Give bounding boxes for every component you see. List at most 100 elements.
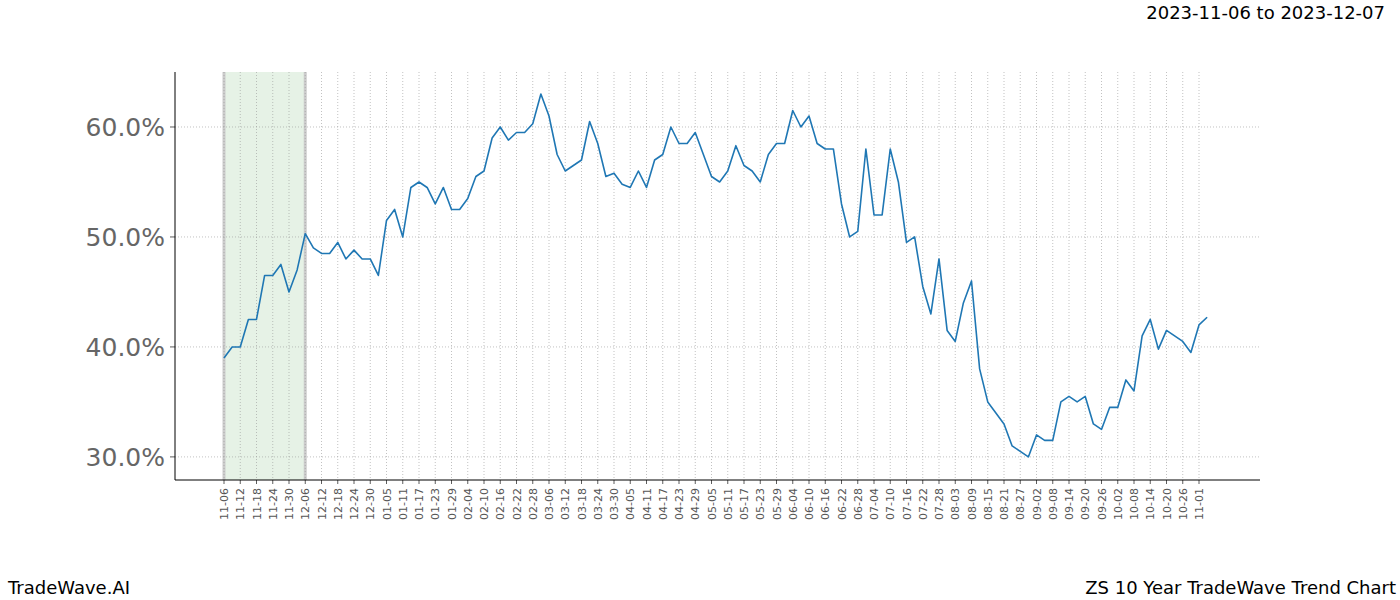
x-tick-label: 05-23 — [754, 488, 767, 520]
x-grid — [1150, 72, 1151, 480]
x-tick-label: 03-18 — [576, 488, 589, 520]
x-grid — [467, 72, 468, 480]
x-tick-label: 06-04 — [787, 488, 800, 520]
x-grid — [500, 72, 501, 480]
x-grid — [1004, 72, 1005, 480]
x-tick — [727, 480, 728, 484]
x-tick-label: 07-04 — [868, 488, 881, 520]
x-tick — [224, 480, 225, 484]
x-tick-label: 11-12 — [234, 488, 247, 520]
x-tick — [776, 480, 777, 484]
x-tick — [435, 480, 436, 484]
x-grid — [370, 72, 371, 480]
x-tick-label: 09-02 — [1031, 488, 1044, 520]
x-tick-label: 04-17 — [657, 488, 670, 520]
x-grid — [955, 72, 956, 480]
x-tick — [906, 480, 907, 484]
x-tick-label: 01-23 — [429, 488, 442, 520]
x-grid — [1085, 72, 1086, 480]
x-grid — [825, 72, 826, 480]
chart: 11-0611-1211-1811-2411-3012-0612-1212-18… — [0, 0, 1400, 600]
x-grid — [305, 72, 306, 480]
y-axis — [175, 72, 176, 480]
x-grid — [679, 72, 680, 480]
x-grid — [906, 72, 907, 480]
trend-line — [224, 94, 1207, 457]
x-tick-label: 08-21 — [998, 488, 1011, 520]
x-tick — [386, 480, 387, 484]
x-grid — [809, 72, 810, 480]
x-tick — [1052, 480, 1053, 484]
x-tick — [1117, 480, 1118, 484]
x-grid — [646, 72, 647, 480]
plot-area — [224, 94, 1207, 457]
x-tick-label: 08-27 — [1014, 488, 1027, 520]
x-tick — [1166, 480, 1167, 484]
x-tick-label: 09-14 — [1063, 488, 1076, 520]
x-tick-label: 08-03 — [949, 488, 962, 520]
x-grid — [1117, 72, 1118, 480]
x-tick — [597, 480, 598, 484]
x-tick — [240, 480, 241, 484]
x-grid — [1182, 72, 1183, 480]
x-grid — [841, 72, 842, 480]
caption: TradeWave.AI — [7, 577, 130, 598]
x-grid — [337, 72, 338, 480]
x-grid — [1101, 72, 1102, 480]
x-tick-label: 11-01 — [1193, 488, 1206, 520]
x-tick-label: 12-30 — [364, 488, 377, 520]
x-tick — [467, 480, 468, 484]
x-grid — [451, 72, 452, 480]
x-tick — [955, 480, 956, 484]
x-tick-label: 02-22 — [511, 488, 524, 520]
x-tick-label: 01-17 — [413, 488, 426, 520]
x-grid — [760, 72, 761, 480]
x-tick — [272, 480, 273, 484]
x-tick-label: 02-04 — [462, 488, 475, 520]
x-tick — [695, 480, 696, 484]
x-tick-label: 08-15 — [982, 488, 995, 520]
y-tick — [170, 346, 175, 347]
x-tick — [1134, 480, 1135, 484]
x-tick — [549, 480, 550, 484]
x-tick-label: 10-26 — [1177, 488, 1190, 520]
x-tick-label: 10-02 — [1112, 488, 1125, 520]
x-tick — [256, 480, 257, 484]
x-tick-label: 03-12 — [559, 488, 572, 520]
x-tick-label: 12-06 — [299, 488, 312, 520]
x-grid — [987, 72, 988, 480]
x-tick-label: 09-26 — [1096, 488, 1109, 520]
x-tick — [662, 480, 663, 484]
y-tick-label: 50.0% — [86, 223, 165, 252]
x-tick — [451, 480, 452, 484]
x-tick — [1004, 480, 1005, 484]
x-grid — [630, 72, 631, 480]
x-tick — [679, 480, 680, 484]
x-tick — [1085, 480, 1086, 484]
x-tick — [337, 480, 338, 484]
y-tick — [170, 236, 175, 237]
x-tick — [354, 480, 355, 484]
x-tick — [857, 480, 858, 484]
x-grid — [386, 72, 387, 480]
x-tick — [1150, 480, 1151, 484]
x-tick — [614, 480, 615, 484]
title: ZS 10 Year TradeWave Trend Chart — [1085, 577, 1396, 598]
x-tick-label: 07-16 — [901, 488, 914, 520]
x-grid — [776, 72, 777, 480]
x-tick — [419, 480, 420, 484]
x-tick — [630, 480, 631, 484]
x-tick — [711, 480, 712, 484]
x-grid — [1036, 72, 1037, 480]
x-grid — [792, 72, 793, 480]
x-tick — [289, 480, 290, 484]
x-grid — [354, 72, 355, 480]
x-grid — [1199, 72, 1200, 480]
x-tick-label: 05-29 — [771, 488, 784, 520]
x-grid — [435, 72, 436, 480]
highlight-edge — [223, 72, 226, 480]
x-tick — [516, 480, 517, 484]
x-tick-label: 03-06 — [543, 488, 556, 520]
x-grid — [289, 72, 290, 480]
x-tick-label: 09-20 — [1079, 488, 1092, 520]
